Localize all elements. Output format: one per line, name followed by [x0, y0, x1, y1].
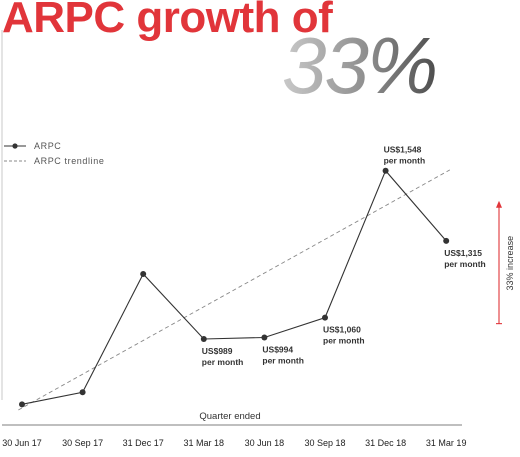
- data-label-value: US$1,060: [323, 325, 361, 335]
- x-tick-label: 31 Mar 18: [184, 438, 225, 448]
- arpc-point: [140, 270, 147, 277]
- arpc-point: [79, 389, 86, 396]
- trendline-line: [18, 169, 451, 411]
- data-label-unit: per month: [384, 156, 426, 166]
- x-tick-label: 30 Jun 18: [245, 438, 285, 448]
- data-label-value: US$1,548: [384, 145, 422, 155]
- data-label-unit: per month: [323, 336, 365, 346]
- chart-legend: ARPC ARPC trendline: [4, 141, 104, 166]
- data-label-value: US$1,315: [444, 248, 482, 258]
- arpc-point: [19, 401, 25, 408]
- legend-arpc-label: ARPC: [34, 141, 61, 151]
- arpc-point: [200, 335, 207, 342]
- increase-annotation: 33% increase: [496, 200, 515, 325]
- arpc-series-layer: [19, 167, 450, 408]
- x-axis-layer: Quarter ended: [2, 411, 462, 426]
- arpc-point: [382, 167, 389, 174]
- data-label-value: US$989: [202, 346, 233, 356]
- arpc-line: [21, 169, 447, 405]
- increase-annotation-text: 33% increase: [505, 236, 515, 291]
- arpc-point: [443, 237, 450, 244]
- x-tick-label: 31 Dec 18: [365, 438, 406, 448]
- x-tick-label: 30 Jun 17: [2, 438, 42, 448]
- x-axis-title: Quarter ended: [199, 411, 260, 422]
- data-label-unit: per month: [202, 357, 244, 367]
- data-label-unit: per month: [262, 355, 304, 365]
- x-tick-label: 31 Dec 17: [123, 438, 164, 448]
- data-label-unit: per month: [444, 259, 486, 269]
- x-tick-labels: 30 Jun 17 30 Sep 17 31 Dec 17 31 Mar 18 30 J…: [2, 438, 466, 448]
- increase-arrow-head: [496, 200, 502, 208]
- x-tick-label: 30 Sep 18: [304, 438, 345, 448]
- headline-title: ARPC growth of: [2, 0, 333, 42]
- trendline-layer: [18, 169, 451, 411]
- arpc-point: [261, 334, 268, 341]
- arpc-point: [322, 314, 328, 321]
- x-tick-label: 30 Sep 17: [62, 438, 103, 448]
- legend-trendline-label: ARPC trendline: [34, 156, 104, 166]
- headline-big-value: 33%: [282, 21, 438, 110]
- legend-arpc-dot: [12, 143, 18, 149]
- data-label-value: US$994: [262, 344, 293, 354]
- x-tick-label: 31 Mar 19: [426, 438, 467, 448]
